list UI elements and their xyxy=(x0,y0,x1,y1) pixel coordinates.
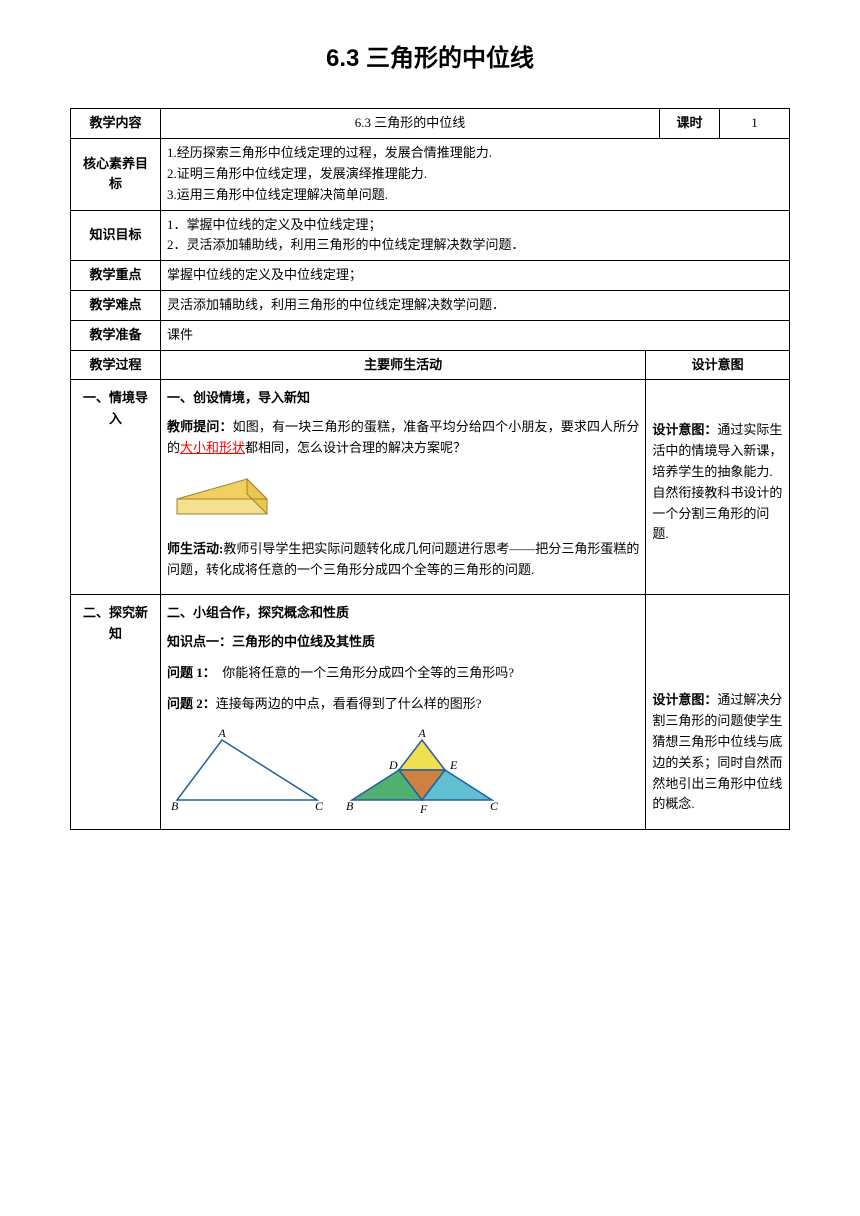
cake-diagram xyxy=(167,469,639,529)
svg-text:C: C xyxy=(315,799,324,813)
activity-prefix: 师生活动: xyxy=(167,541,223,556)
page-title: 6.3 三角形的中位线 xyxy=(70,40,790,78)
svg-text:C: C xyxy=(490,799,499,813)
value-period: 1 xyxy=(720,109,790,139)
label-teaching-focus: 教学重点 xyxy=(71,261,161,291)
section1-teacher-question: 教师提问：如图，有一块三角形的蛋糕，准备平均分给四个小朋友，要求四人所分的大小和… xyxy=(167,417,639,459)
question-1: 问题 1： 你能将任意的一个三角形分成四个全等的三角形吗? xyxy=(167,663,639,684)
svg-text:B: B xyxy=(346,799,354,813)
svg-text:B: B xyxy=(171,799,179,813)
label-teaching-prep: 教学准备 xyxy=(71,320,161,350)
label-core-goal: 核心素养目标 xyxy=(71,139,161,210)
value-core-goal: 1.经历探索三角形中位线定理的过程，发展合情推理能力. 2.证明三角形中位线定理… xyxy=(161,139,790,210)
q2-text: 连接每两边的中点，看看得到了什么样的图形? xyxy=(216,696,482,711)
value-teaching-difficulty: 灵活添加辅助线，利用三角形的中位线定理解决数学问题． xyxy=(161,290,790,320)
activity-body: 教师引导学生把实际问题转化成几何问题进行思考——把分三角形蛋糕的问题，转化成将任… xyxy=(167,541,639,577)
section2-label: 二、探究新知 xyxy=(71,595,161,829)
section1-design-intent: 设计意图：通过实际生活中的情境导入新课，培养学生的抽象能力.自然衔接教科书设计的… xyxy=(646,380,790,595)
label-knowledge-goal: 知识目标 xyxy=(71,210,161,261)
svg-text:E: E xyxy=(449,758,458,772)
label-period: 课时 xyxy=(660,109,720,139)
di2-text: 通过解决分割三角形的问题使学生猜想三角形中位线与底边的关系；同时自然而然地引出三… xyxy=(652,692,782,811)
section2-activity: 二、小组合作，探究概念和性质 知识点一：三角形的中位线及其性质 问题 1： 你能… xyxy=(161,595,646,829)
q2-prefix: 问题 2： xyxy=(167,696,216,711)
teacher-q-underline: 大小和形状 xyxy=(180,440,245,455)
di2-prefix: 设计意图： xyxy=(652,692,717,707)
value-content: 6.3 三角形的中位线 xyxy=(161,109,660,139)
svg-text:A: A xyxy=(217,726,226,740)
section1-activity: 一、创设情境，导入新知 教师提问：如图，有一块三角形的蛋糕，准备平均分给四个小朋… xyxy=(161,380,646,595)
teacher-q-text2: 都相同，怎么设计合理的解决方案呢？ xyxy=(245,440,466,455)
section1-activity-text: 师生活动:教师引导学生把实际问题转化成几何问题进行思考——把分三角形蛋糕的问题，… xyxy=(167,539,639,581)
question-2: 问题 2：连接每两边的中点，看看得到了什么样的图形? xyxy=(167,694,639,715)
svg-text:A: A xyxy=(417,726,426,740)
di1-prefix: 设计意图： xyxy=(652,422,717,437)
label-teaching-difficulty: 教学难点 xyxy=(71,290,161,320)
label-design-intent: 设计意图 xyxy=(646,350,790,380)
value-teaching-focus: 掌握中位线的定义及中位线定理； xyxy=(161,261,790,291)
triangles-diagram: A B C A B C D E F xyxy=(167,725,639,815)
label-content: 教学内容 xyxy=(71,109,161,139)
svg-text:D: D xyxy=(388,758,398,772)
section1-label: 一、情境导入 xyxy=(71,380,161,595)
lesson-plan-table: 教学内容 6.3 三角形的中位线 课时 1 核心素养目标 1.经历探索三角形中位… xyxy=(70,108,790,829)
section1-head: 一、创设情境，导入新知 xyxy=(167,388,639,409)
label-teaching-process: 教学过程 xyxy=(71,350,161,380)
value-teaching-prep: 课件 xyxy=(161,320,790,350)
q1-text: 你能将任意的一个三角形分成四个全等的三角形吗? xyxy=(209,665,514,680)
label-main-activity: 主要师生活动 xyxy=(161,350,646,380)
svg-text:F: F xyxy=(419,802,428,815)
q1-prefix: 问题 1： xyxy=(167,665,209,680)
knowledge-point: 知识点一：三角形的中位线及其性质 xyxy=(167,632,639,653)
section2-design-intent: 设计意图：通过解决分割三角形的问题使学生猜想三角形中位线与底边的关系；同时自然而… xyxy=(646,595,790,829)
di1-text: 通过实际生活中的情境导入新课，培养学生的抽象能力.自然衔接教科书设计的一个分割三… xyxy=(652,422,782,541)
value-knowledge-goal: 1．掌握中位线的定义及中位线定理； 2．灵活添加辅助线，利用三角形的中位线定理解… xyxy=(161,210,790,261)
teacher-q-prefix: 教师提问： xyxy=(167,419,233,434)
section2-head: 二、小组合作，探究概念和性质 xyxy=(167,603,639,624)
